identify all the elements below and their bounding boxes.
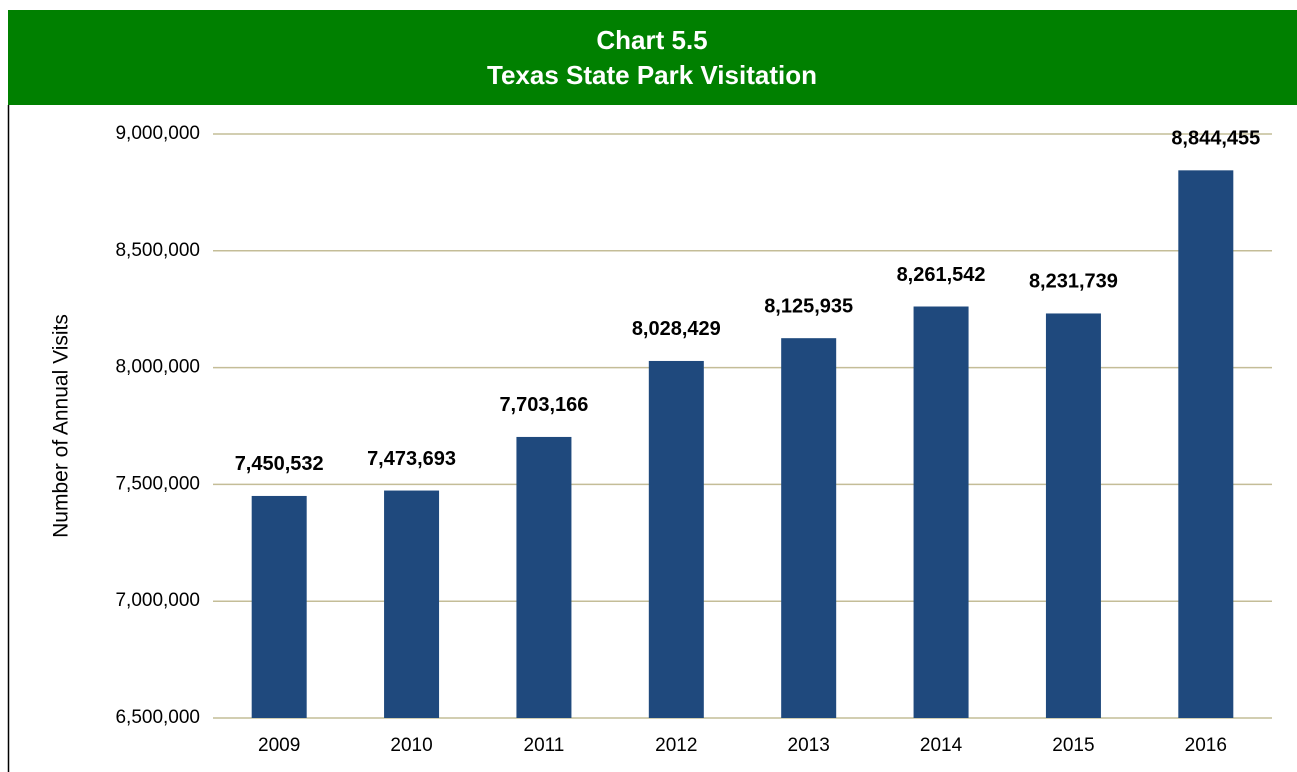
- y-axis-label: Number of Annual Visits: [50, 314, 73, 538]
- header-band: [8, 10, 1297, 105]
- chart-title: Chart 5.5: [596, 25, 707, 55]
- x-tick-label: 2015: [1052, 735, 1094, 756]
- value-label: 7,473,693: [367, 448, 456, 470]
- value-label: 8,261,542: [897, 264, 986, 286]
- value-label: 7,703,166: [499, 394, 588, 416]
- x-tick-label: 2012: [655, 735, 697, 756]
- value-label: 8,125,935: [764, 295, 853, 317]
- x-tick-label: 2016: [1185, 735, 1227, 756]
- value-label: 7,450,532: [235, 453, 324, 475]
- bar: [913, 306, 969, 718]
- y-tick-label: 7,500,000: [115, 473, 200, 494]
- value-label: 8,844,455: [1171, 128, 1260, 150]
- y-tick-label: 8,500,000: [115, 240, 200, 261]
- y-tick-label: 9,000,000: [115, 123, 200, 144]
- y-tick-label: 7,000,000: [115, 590, 200, 611]
- chart-subtitle: Texas State Park Visitation: [487, 60, 817, 90]
- bar: [251, 495, 307, 718]
- bar: [781, 338, 837, 718]
- y-tick-label: 6,500,000: [115, 707, 200, 728]
- bar: [1045, 313, 1101, 718]
- x-tick-label: 2010: [390, 735, 432, 756]
- x-tick-label: 2014: [920, 735, 963, 756]
- x-tick-label: 2011: [524, 735, 565, 756]
- bar: [648, 360, 704, 718]
- value-label: 8,028,429: [632, 318, 721, 340]
- y-tick-label: 8,000,000: [115, 357, 200, 378]
- x-tick-label: 2013: [788, 735, 830, 756]
- bar: [1178, 170, 1234, 718]
- value-label: 8,231,739: [1029, 271, 1118, 293]
- bar: [516, 436, 572, 718]
- x-tick-label: 2009: [258, 735, 300, 756]
- bar: [384, 490, 440, 718]
